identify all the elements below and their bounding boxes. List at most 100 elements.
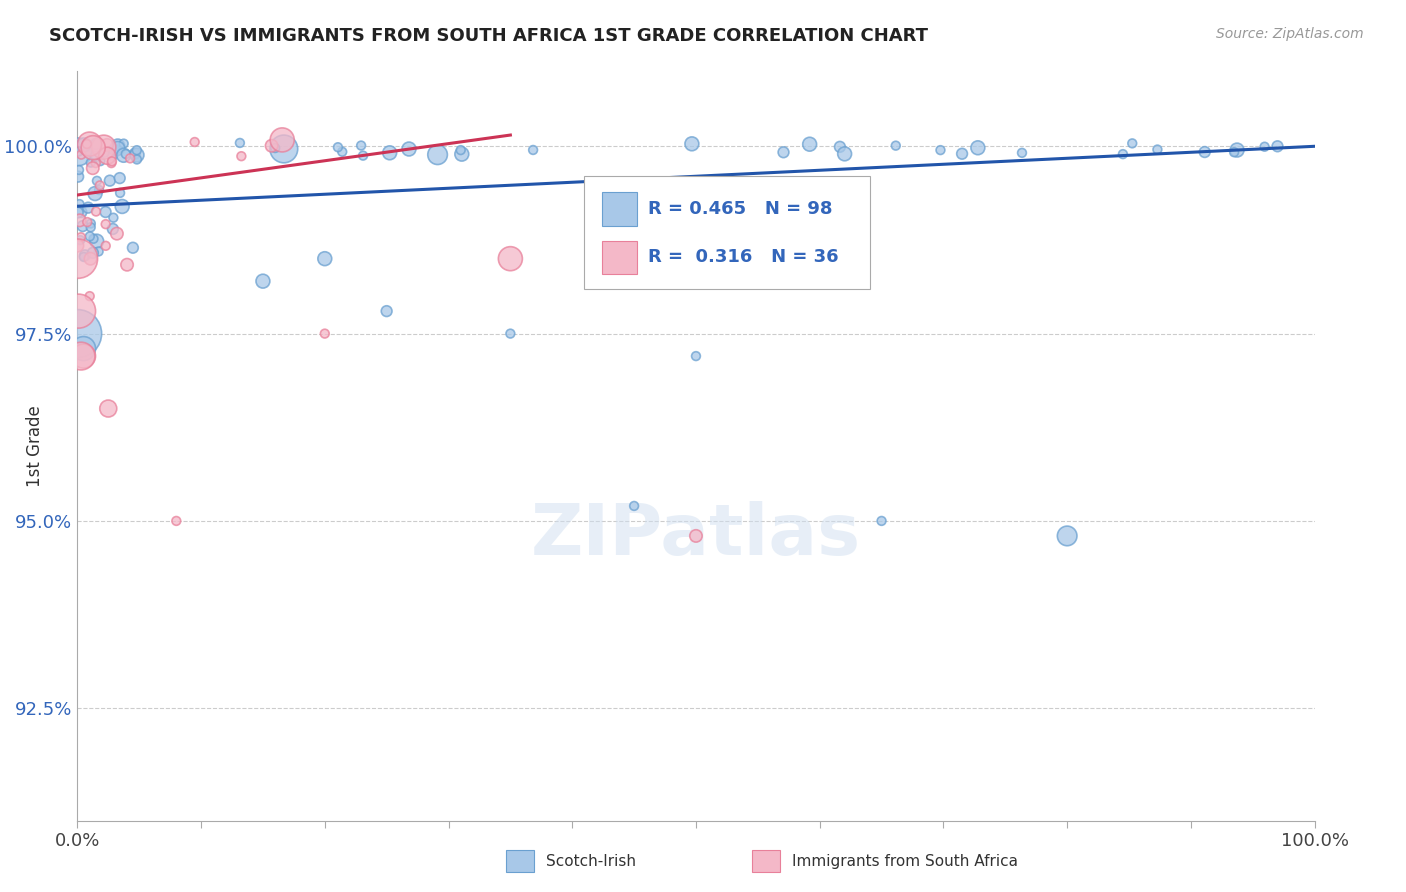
Point [84,204,107,219]
Point [107,141,129,155]
Point [66,238,89,252]
Point [884,138,907,153]
Point [79,252,101,266]
Point [82,161,104,176]
Point [1223,145,1246,160]
Point [375,304,398,318]
Point [950,146,973,161]
Point [66,252,89,266]
Point [1267,139,1289,153]
Text: Immigrants from South Africa: Immigrants from South Africa [792,854,1018,869]
Point [89,154,111,169]
Point [94,239,117,253]
Point [231,149,253,163]
Point [828,140,851,154]
Point [124,146,146,161]
Point [67,304,90,318]
Point [77,201,100,215]
Point [1194,145,1216,159]
Point [522,143,544,157]
Point [79,289,101,303]
Point [115,258,138,272]
Point [96,149,118,163]
Point [72,349,94,363]
Point [69,233,91,247]
Point [125,143,148,157]
Point [111,199,134,213]
Point [1112,147,1135,161]
Point [350,138,373,153]
Point [86,234,108,248]
Point [82,141,104,155]
Point [101,222,124,236]
Point [1253,139,1275,153]
Point [86,174,108,188]
Point [100,156,122,170]
Point [82,245,104,260]
Point [84,136,107,151]
Point [834,146,856,161]
Point [70,230,93,244]
Point [120,152,142,166]
Point [67,197,90,211]
Point [352,148,374,162]
Point [271,133,294,147]
Point [103,211,125,225]
Point [264,141,287,155]
Point [499,326,522,341]
Point [108,186,131,200]
Point [94,217,117,231]
Point [72,342,94,356]
Point [73,250,96,264]
Point [76,215,98,229]
Point [76,136,98,151]
Point [1121,136,1143,151]
Point [1226,143,1249,157]
Point [107,139,129,153]
Point [93,140,115,154]
Text: R = 0.465   N = 98: R = 0.465 N = 98 [648,200,832,219]
Point [103,143,125,157]
Point [273,142,295,156]
Point [112,148,135,162]
Point [94,205,117,219]
Point [80,217,103,231]
Point [73,137,96,152]
Point [73,248,96,262]
Point [450,147,472,161]
Point [330,145,353,159]
Point [72,219,94,233]
Point [499,252,522,266]
Point [86,144,108,158]
Point [79,137,101,152]
Point [252,274,274,288]
Point [685,529,707,543]
Point [125,148,148,162]
Point [96,137,118,152]
Point [105,227,128,241]
Point [426,147,449,161]
Point [799,137,821,152]
Point [87,244,110,259]
Point [1146,143,1168,157]
Point [67,169,90,184]
Point [870,514,893,528]
Point [84,156,107,170]
Point [623,499,645,513]
Point [67,145,90,159]
Point [97,401,120,416]
Point [112,136,135,151]
Point [80,220,103,235]
Text: Scotch-Irish: Scotch-Irish [546,854,636,869]
Point [89,178,111,193]
Point [122,241,145,255]
Point [966,141,988,155]
Point [108,171,131,186]
Text: 1st Grade: 1st Grade [27,405,44,487]
Point [69,213,91,227]
Point [1011,145,1033,160]
Point [79,140,101,154]
Point [79,229,101,244]
Point [101,154,124,169]
Text: SCOTCH-IRISH VS IMMIGRANTS FROM SOUTH AFRICA 1ST GRADE CORRELATION CHART: SCOTCH-IRISH VS IMMIGRANTS FROM SOUTH AF… [49,27,928,45]
